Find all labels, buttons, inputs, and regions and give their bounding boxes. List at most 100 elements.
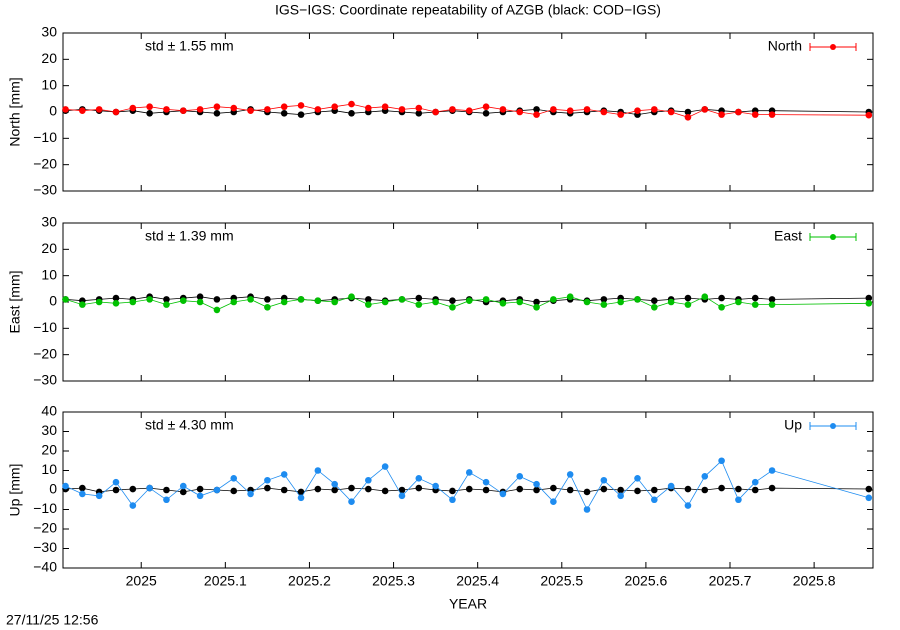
legend-label: Up xyxy=(784,417,802,433)
data-point xyxy=(583,298,591,306)
data-point xyxy=(163,486,170,494)
data-point xyxy=(365,485,372,493)
data-point xyxy=(179,297,187,304)
data-point xyxy=(112,486,120,494)
data-point xyxy=(465,469,473,476)
data-point xyxy=(179,488,187,496)
data-point xyxy=(398,486,406,494)
data-point xyxy=(516,298,524,306)
data-point xyxy=(533,106,540,113)
data-point xyxy=(247,490,254,498)
data-point xyxy=(79,490,86,498)
data-point xyxy=(179,107,187,114)
y-tick-label: 0 xyxy=(49,103,57,119)
data-point xyxy=(533,303,540,311)
data-point xyxy=(701,106,709,113)
y-tick-label: −30 xyxy=(33,539,57,555)
data-point xyxy=(146,484,153,492)
y-tick-label: 30 xyxy=(41,422,57,438)
x-axis-label: YEAR xyxy=(449,596,487,612)
data-point xyxy=(112,478,120,486)
data-point xyxy=(634,475,641,482)
data-point xyxy=(264,303,271,311)
data-point xyxy=(768,296,776,303)
annotation: std ± 4.30 mm xyxy=(145,417,234,433)
data-point xyxy=(449,106,456,113)
data-point xyxy=(297,494,305,502)
data-point xyxy=(617,492,624,500)
data-point xyxy=(768,111,776,118)
data-point xyxy=(482,296,490,303)
data-point xyxy=(297,488,305,496)
data-point xyxy=(230,104,238,112)
data-point xyxy=(196,106,204,113)
x-tick-label: 2025.3 xyxy=(372,573,415,589)
data-point xyxy=(129,104,137,112)
data-point xyxy=(768,467,776,474)
data-point xyxy=(314,467,322,474)
data-point xyxy=(550,106,557,113)
data-point xyxy=(112,108,120,116)
data-point xyxy=(566,107,574,114)
x-tick-label: 2025.2 xyxy=(288,573,331,589)
data-point xyxy=(146,103,153,111)
x-tick-label: 2025.8 xyxy=(793,573,836,589)
data-point xyxy=(146,296,153,303)
data-point xyxy=(381,298,389,306)
data-point xyxy=(499,490,507,498)
data-point xyxy=(516,108,524,116)
data-point xyxy=(600,296,608,303)
data-point xyxy=(280,486,288,494)
y-tick-label: −10 xyxy=(33,500,57,516)
data-point xyxy=(600,485,608,493)
data-point xyxy=(95,106,103,113)
data-point xyxy=(331,480,338,488)
data-point xyxy=(213,110,221,117)
legend-label: East xyxy=(774,228,802,244)
data-point xyxy=(95,298,103,306)
data-point xyxy=(213,306,221,314)
data-point xyxy=(482,103,490,111)
y-tick-label: 40 xyxy=(41,403,57,419)
data-point xyxy=(516,485,524,493)
y-tick-label: −40 xyxy=(33,559,57,575)
data-point xyxy=(129,298,137,306)
data-point xyxy=(297,111,305,118)
data-point xyxy=(865,494,873,502)
y-tick-label: −30 xyxy=(33,372,57,388)
data-point xyxy=(415,104,423,112)
data-point xyxy=(331,103,338,111)
data-point xyxy=(449,487,456,495)
data-point xyxy=(865,485,873,493)
data-point xyxy=(79,107,86,114)
legend-swatch xyxy=(830,423,836,429)
data-point xyxy=(146,110,153,117)
data-point xyxy=(79,484,86,492)
data-point xyxy=(751,301,759,308)
data-point xyxy=(415,484,423,492)
data-point xyxy=(280,110,288,117)
data-point xyxy=(196,492,204,500)
data-point xyxy=(482,486,490,494)
data-point xyxy=(684,502,692,509)
data-point xyxy=(550,484,557,492)
data-point xyxy=(667,482,675,490)
data-point xyxy=(79,301,86,308)
data-point xyxy=(482,478,490,486)
data-point xyxy=(348,498,355,506)
data-point xyxy=(196,485,204,493)
data-point xyxy=(600,476,608,484)
data-point xyxy=(432,482,439,490)
data-point xyxy=(196,298,204,306)
x-tick-label: 2025.4 xyxy=(456,573,499,589)
data-point xyxy=(163,106,170,113)
y-tick-label: −30 xyxy=(33,182,57,198)
data-point xyxy=(465,107,473,114)
data-point xyxy=(701,486,709,494)
data-point xyxy=(230,475,238,482)
data-point xyxy=(129,485,137,493)
data-point xyxy=(264,106,271,113)
data-point xyxy=(348,100,355,108)
